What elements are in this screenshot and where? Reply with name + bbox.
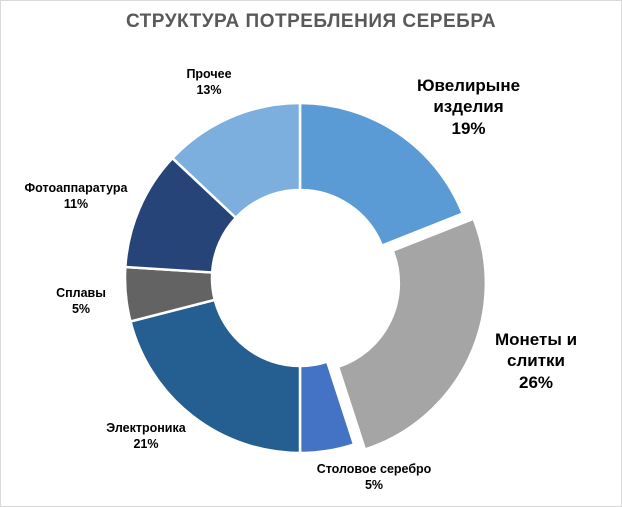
label-value: 21%	[133, 436, 159, 451]
label-value: 5%	[364, 477, 384, 492]
donut-slice-4	[128, 298, 302, 455]
label-value: 5%	[71, 301, 91, 316]
label-name: Сплавы	[56, 286, 106, 300]
label-name: Ювелирыне изделия	[416, 76, 521, 117]
label-name: Прочее	[186, 67, 232, 81]
label-name: Фотоаппаратура	[24, 181, 128, 195]
donut-slice-2	[336, 217, 488, 452]
label-elektronika: Электроника 21%	[86, 421, 206, 452]
label-name: Электроника	[106, 421, 186, 435]
chart-title: СТРУКТУРА ПОТРЕБЛЕНИЯ СЕРЕБРА	[125, 11, 497, 32]
label-splavy: Сплавы 5%	[46, 286, 116, 317]
label-name: Монеты и слитки	[494, 330, 578, 371]
label-monety: Монеты и слитки 26%	[466, 329, 606, 393]
label-juvelirnye: Ювелирыне изделия 19%	[396, 75, 541, 139]
label-value: 13%	[196, 82, 222, 97]
donut-slice-7	[170, 101, 302, 220]
label-foto: Фотоаппаратура 11%	[11, 181, 141, 212]
label-value: 26%	[518, 372, 554, 392]
label-prochee: Прочее 13%	[169, 67, 249, 98]
donut-slice-1	[298, 101, 465, 248]
label-name: Столовое серебро	[316, 462, 432, 476]
label-stolovoe: Столовое серебро 5%	[299, 462, 449, 493]
label-value: 11%	[63, 196, 89, 211]
label-value: 19%	[451, 118, 486, 138]
